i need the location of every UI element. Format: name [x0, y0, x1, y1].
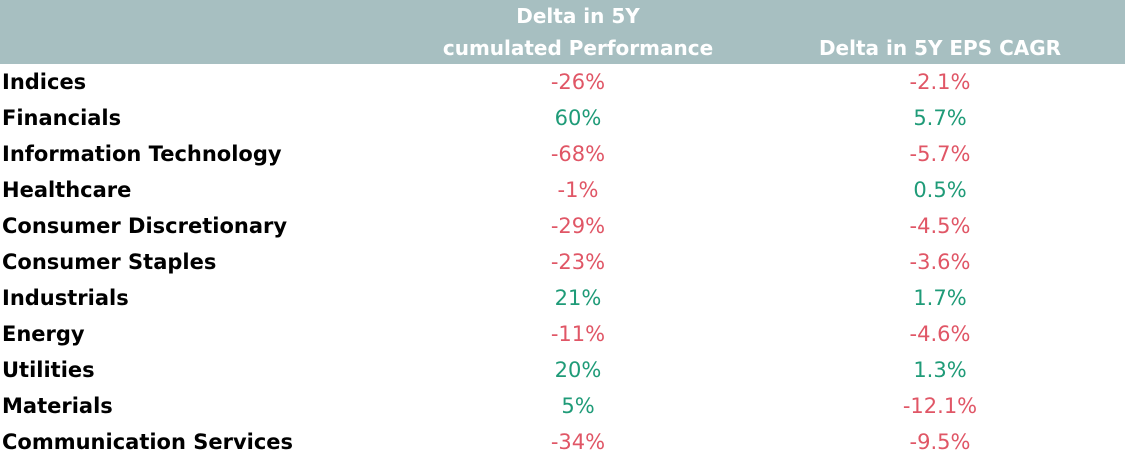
- table-row: Utilities 20% 1.3%: [0, 352, 1125, 388]
- row-label: Consumer Staples: [2, 250, 217, 274]
- table-row: Consumer Staples -23% -3.6%: [0, 244, 1125, 280]
- row-label: Information Technology: [2, 142, 282, 166]
- perf-value: -29%: [550, 214, 606, 238]
- row-label: Utilities: [2, 358, 95, 382]
- perf-value: 21%: [554, 286, 602, 310]
- perf-value: -26%: [550, 70, 606, 94]
- row-label: Consumer Discretionary: [2, 214, 288, 238]
- table-row: Industrials 21% 1.7%: [0, 280, 1125, 316]
- perf-value: -23%: [550, 250, 606, 274]
- row-label: Materials: [2, 394, 113, 418]
- eps-value: -4.5%: [909, 214, 971, 238]
- eps-value: -4.6%: [909, 322, 971, 346]
- eps-value: 1.7%: [913, 286, 967, 310]
- eps-value: -3.6%: [909, 250, 971, 274]
- eps-value: 5.7%: [913, 106, 967, 130]
- table-row: Financials 60% 5.7%: [0, 100, 1125, 136]
- row-label: Communication Services: [2, 430, 294, 454]
- eps-value: -5.7%: [909, 142, 971, 166]
- perf-value: -34%: [550, 430, 606, 454]
- table-row: Information Technology -68% -5.7%: [0, 136, 1125, 172]
- perf-value: -11%: [550, 322, 606, 346]
- row-label: Industrials: [2, 286, 129, 310]
- table-header: Delta in 5Y cumulated Performance Delta …: [0, 0, 1125, 64]
- perf-value: -68%: [550, 142, 606, 166]
- table-row: Indices -26% -2.1%: [0, 64, 1125, 100]
- table-body: Indices -26% -2.1% Financials 60% 5.7% Informa…: [0, 64, 1125, 460]
- row-label: Financials: [2, 106, 122, 130]
- perf-value: 20%: [554, 358, 602, 382]
- table-row: Energy -11% -4.6%: [0, 316, 1125, 352]
- perf-value: -1%: [557, 178, 599, 202]
- eps-value: 0.5%: [913, 178, 967, 202]
- header-eps: Delta in 5Y EPS CAGR: [780, 0, 1100, 64]
- table-row: Materials 5% -12.1%: [0, 388, 1125, 424]
- eps-value: -9.5%: [909, 430, 971, 454]
- header-eps-line-1: Delta in 5Y EPS CAGR: [818, 36, 1062, 60]
- header-perf: Delta in 5Y cumulated Performance: [418, 0, 738, 64]
- perf-value: 60%: [554, 106, 602, 130]
- perf-value: 5%: [561, 394, 595, 418]
- header-perf-line-1: Delta in 5Y: [516, 4, 640, 28]
- table-row: Consumer Discretionary -29% -4.5%: [0, 208, 1125, 244]
- row-label: Healthcare: [2, 178, 132, 202]
- row-label: Indices: [2, 70, 87, 94]
- eps-value: 1.3%: [913, 358, 967, 382]
- eps-value: -2.1%: [909, 70, 971, 94]
- table-row: Healthcare -1% 0.5%: [0, 172, 1125, 208]
- row-label: Energy: [2, 322, 85, 346]
- table-row: Communication Services -34% -9.5%: [0, 424, 1125, 460]
- eps-value: -12.1%: [902, 394, 978, 418]
- header-perf-line-2: cumulated Performance: [442, 36, 714, 60]
